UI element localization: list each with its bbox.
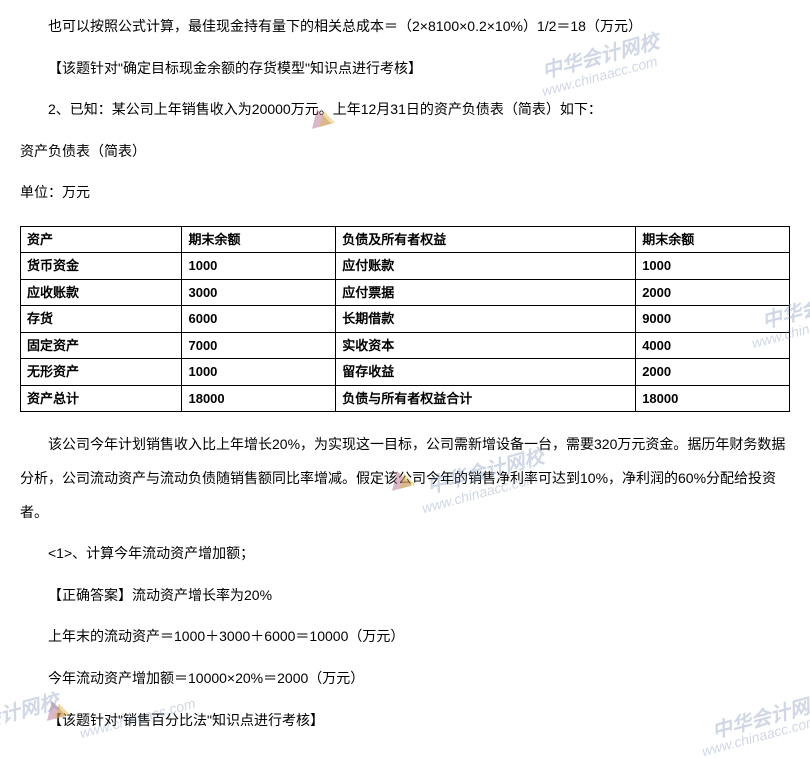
table-header-cell: 期末余额 [182, 226, 336, 253]
table-cell: 6000 [182, 306, 336, 333]
table-header-row: 资产 期末余额 负债及所有者权益 期末余额 [21, 226, 790, 253]
paragraph-scenario: 该公司今年计划销售收入比上年增长20%，为实现这一目标，公司需新增设备一台，需要… [20, 428, 790, 529]
table-cell: 7000 [182, 332, 336, 359]
table-cell: 9000 [636, 306, 790, 333]
table-cell: 固定资产 [21, 332, 182, 359]
table-cell: 18000 [636, 385, 790, 412]
table-cell: 2000 [636, 359, 790, 386]
paragraph-sub-question: <1>、计算今年流动资产增加额； [20, 537, 790, 571]
table-cell: 资产总计 [21, 385, 182, 412]
table-cell: 2000 [636, 279, 790, 306]
paragraph-knowledge-point-2: 【该题针对"销售百分比法"知识点进行考核】 [20, 704, 790, 738]
paragraph-knowledge-point-1: 【该题针对"确定目标现金余额的存货模型"知识点进行考核】 [20, 52, 790, 86]
table-cell: 应付票据 [336, 279, 636, 306]
balance-sheet-table: 资产 期末余额 负债及所有者权益 期末余额 货币资金 1000 应付账款 100… [20, 226, 790, 413]
paragraph-calc-1: 上年末的流动资产＝1000＋3000＋6000＝10000（万元） [20, 620, 790, 654]
table-row: 资产总计 18000 负债与所有者权益合计 18000 [21, 385, 790, 412]
table-title: 资产负债表（简表） [20, 135, 790, 169]
paragraph-answer-label: 【正确答案】流动资产增长率为20% [20, 579, 790, 613]
table-row: 应收账款 3000 应付票据 2000 [21, 279, 790, 306]
table-cell: 应付账款 [336, 253, 636, 280]
table-row: 货币资金 1000 应付账款 1000 [21, 253, 790, 280]
table-cell: 长期借款 [336, 306, 636, 333]
table-cell: 留存收益 [336, 359, 636, 386]
table-cell: 存货 [21, 306, 182, 333]
table-cell: 应收账款 [21, 279, 182, 306]
table-row: 存货 6000 长期借款 9000 [21, 306, 790, 333]
table-row: 固定资产 7000 实收资本 4000 [21, 332, 790, 359]
table-cell: 货币资金 [21, 253, 182, 280]
paragraph-calc-2: 今年流动资产增加额＝10000×20%＝2000（万元） [20, 662, 790, 696]
table-header-cell: 负债及所有者权益 [336, 226, 636, 253]
table-cell: 实收资本 [336, 332, 636, 359]
table-header-cell: 资产 [21, 226, 182, 253]
table-cell: 1000 [636, 253, 790, 280]
table-cell: 18000 [182, 385, 336, 412]
table-cell: 4000 [636, 332, 790, 359]
table-cell: 3000 [182, 279, 336, 306]
table-header-cell: 期末余额 [636, 226, 790, 253]
table-cell: 负债与所有者权益合计 [336, 385, 636, 412]
table-cell: 1000 [182, 253, 336, 280]
table-row: 无形资产 1000 留存收益 2000 [21, 359, 790, 386]
table-unit: 单位：万元 [20, 176, 790, 210]
paragraph-question-2: 2、已知：某公司上年销售收入为20000万元。上年12月31日的资产负债表（简表… [20, 93, 790, 127]
table-cell: 无形资产 [21, 359, 182, 386]
paragraph-formula: 也可以按照公式计算，最佳现金持有量下的相关总成本＝（2×8100×0.2×10%… [20, 10, 790, 44]
table-cell: 1000 [182, 359, 336, 386]
